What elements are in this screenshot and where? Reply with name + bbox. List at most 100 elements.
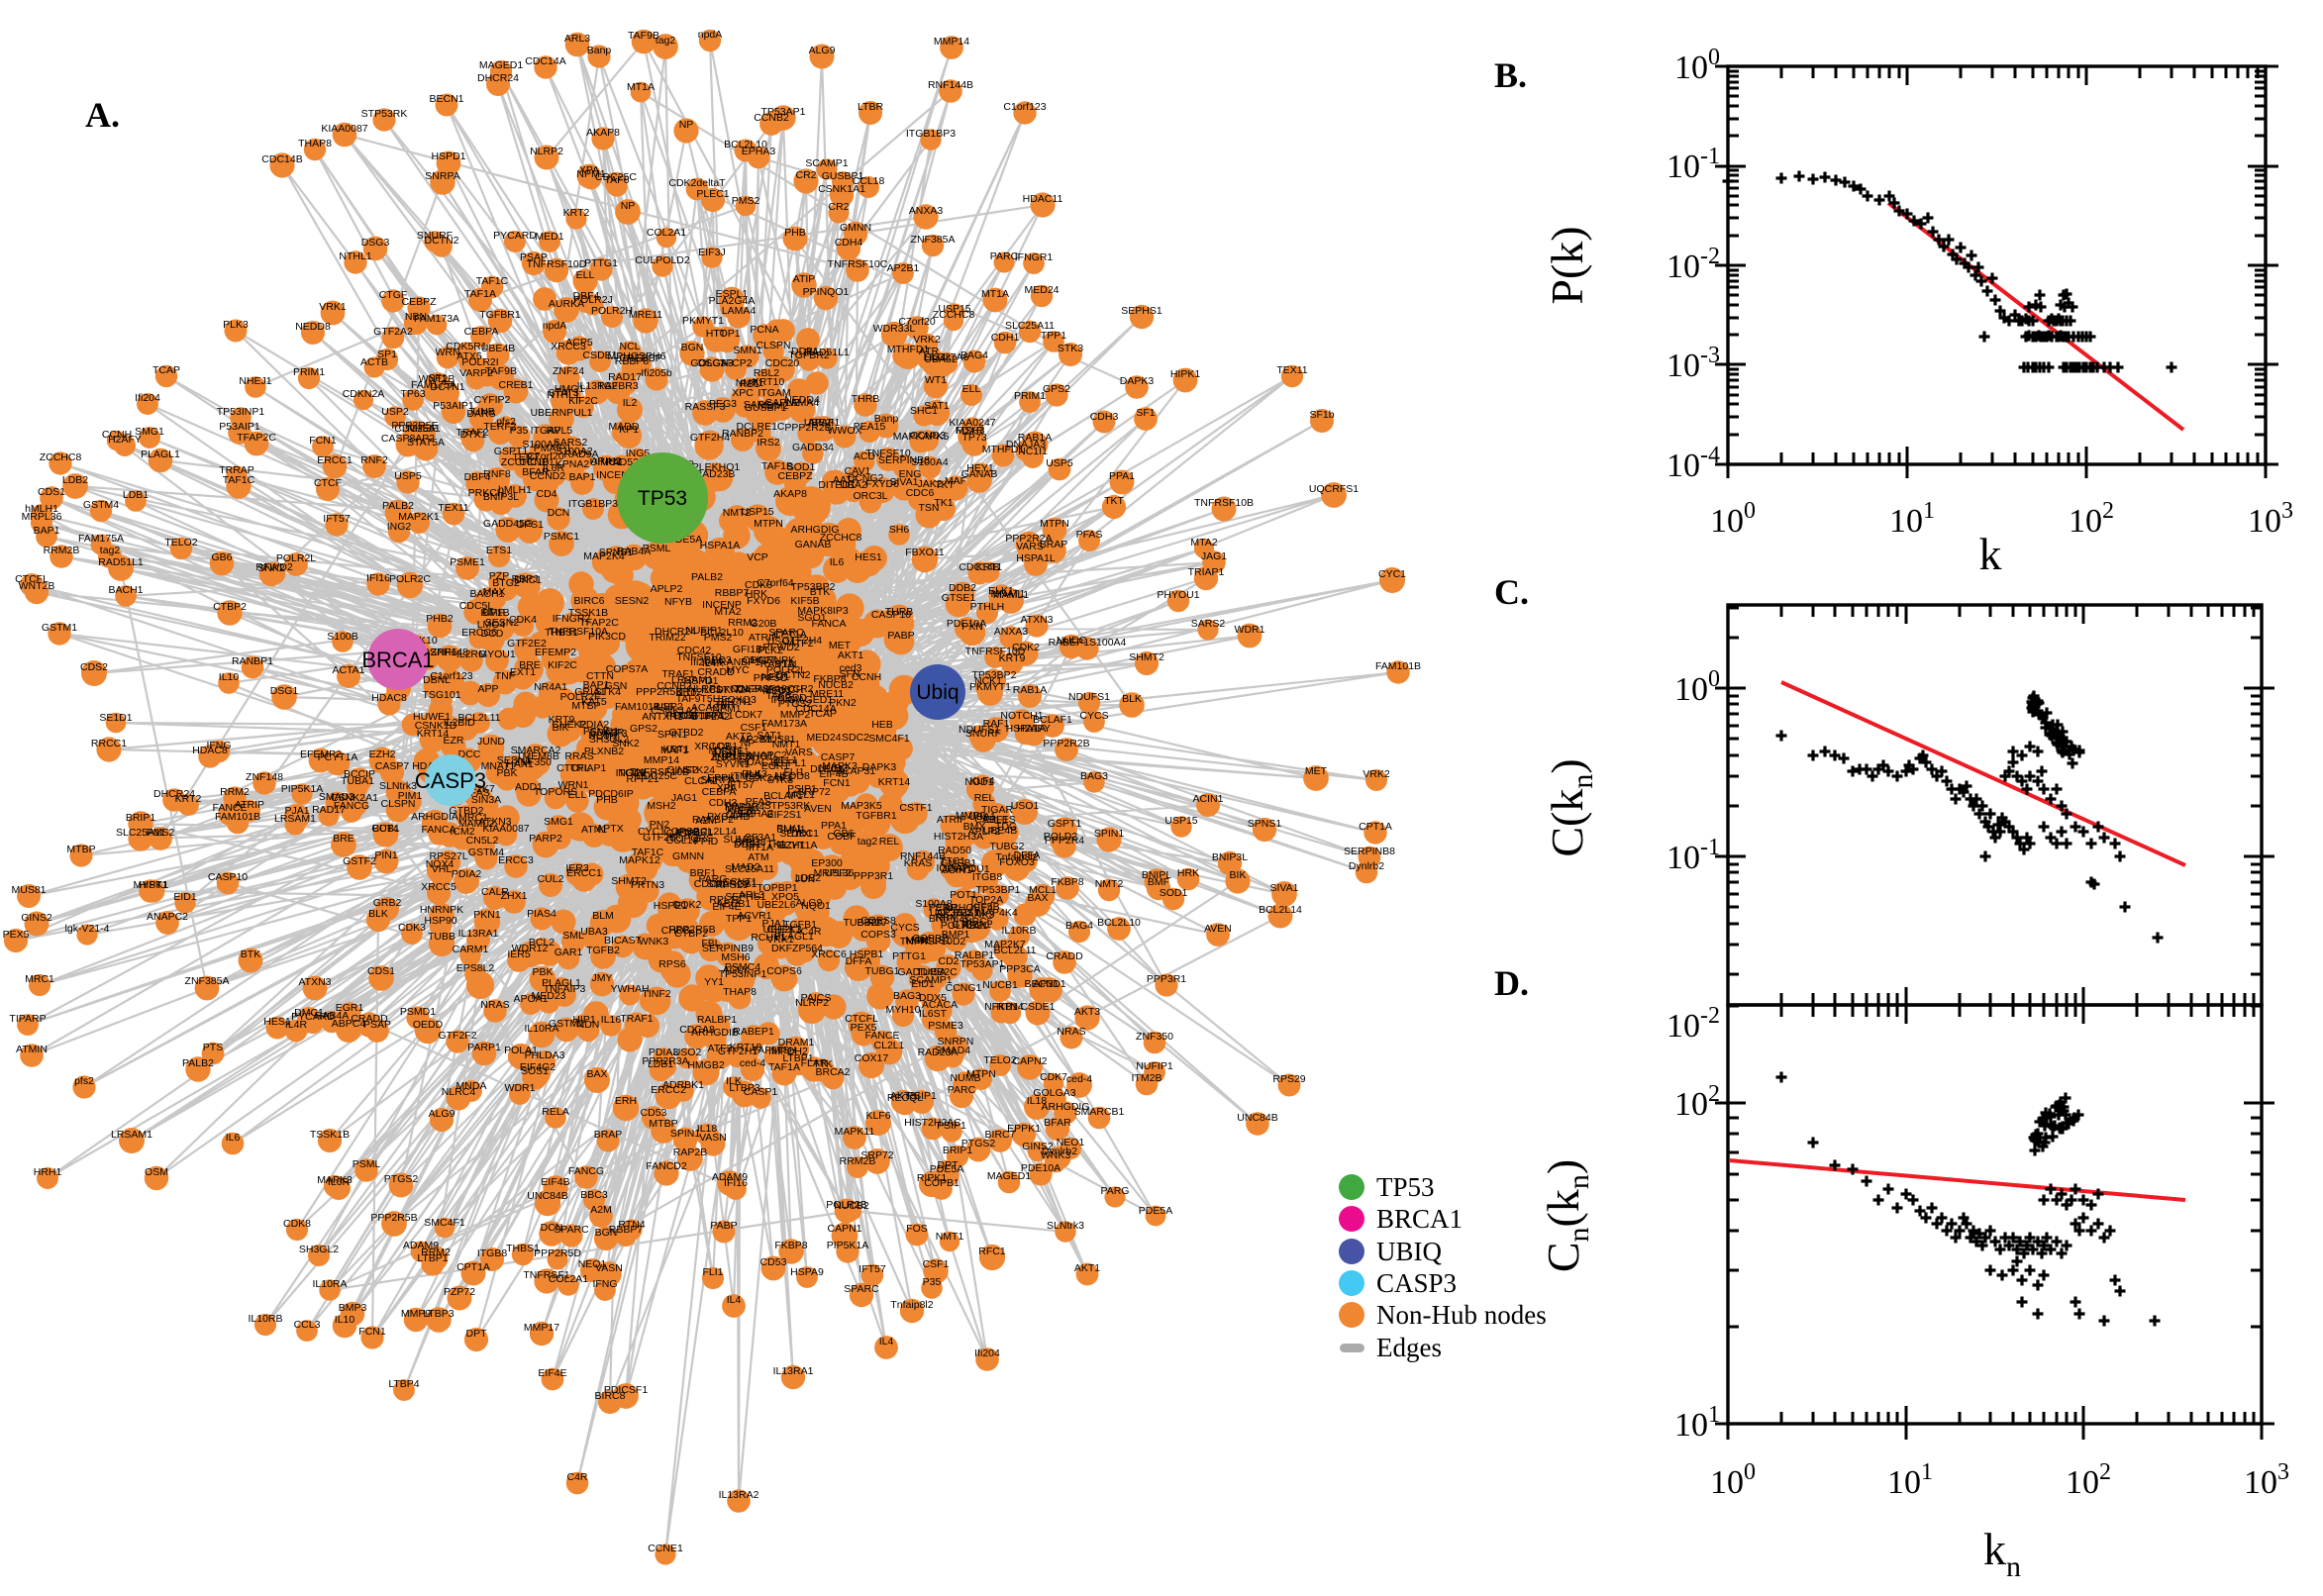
svg-text:USP2: USP2 xyxy=(381,406,409,418)
svg-text:CCNH: CCNH xyxy=(102,429,132,441)
svg-text:ITM2B: ITM2B xyxy=(1132,1072,1162,1084)
svg-text:IL13RA1: IL13RA1 xyxy=(773,1365,814,1377)
svg-text:CDC5L: CDC5L xyxy=(459,600,494,612)
svg-text:ANXA3: ANXA3 xyxy=(994,626,1029,638)
svg-text:FXYD6: FXYD6 xyxy=(865,478,899,490)
svg-text:NUCB1: NUCB1 xyxy=(982,979,1018,991)
svg-text:ERCC1: ERCC1 xyxy=(317,454,353,466)
svg-text:PPP3R1: PPP3R1 xyxy=(854,870,893,882)
svg-text:KIF2C: KIF2C xyxy=(548,659,577,671)
svg-text:CCNE1: CCNE1 xyxy=(648,1543,683,1554)
svg-text:GADD34: GADD34 xyxy=(792,442,834,453)
svg-text:FAM101B: FAM101B xyxy=(1375,660,1421,672)
svg-text:CCNB2: CCNB2 xyxy=(754,112,789,124)
svg-text:BLK: BLK xyxy=(1122,693,1142,705)
svg-text:COPS3: COPS3 xyxy=(860,929,896,941)
svg-text:tag2: tag2 xyxy=(100,545,121,556)
svg-text:CDS1: CDS1 xyxy=(38,486,65,498)
svg-text:ITGB1BP3: ITGB1BP3 xyxy=(568,498,618,510)
svg-text:LRSAM1: LRSAM1 xyxy=(274,813,316,825)
svg-text:SESN2: SESN2 xyxy=(485,617,520,629)
svg-text:NRAS: NRAS xyxy=(480,999,509,1011)
svg-text:SCAMP1: SCAMP1 xyxy=(805,157,848,169)
svg-text:BBC3: BBC3 xyxy=(580,1189,608,1201)
svg-text:EIF4G2: EIF4G2 xyxy=(520,1061,556,1073)
svg-text:PRKCH: PRKCH xyxy=(468,487,505,499)
svg-text:RRM2B: RRM2B xyxy=(44,545,80,556)
svg-text:PMS2: PMS2 xyxy=(704,632,733,644)
svg-text:DDB2: DDB2 xyxy=(949,582,976,594)
svg-text:CCNG1: CCNG1 xyxy=(946,982,982,994)
svg-text:BACH1: BACH1 xyxy=(108,584,143,596)
svg-text:RIPK1: RIPK1 xyxy=(917,1172,948,1184)
svg-text:RNF2: RNF2 xyxy=(360,454,388,466)
svg-text:SMG1: SMG1 xyxy=(135,426,164,438)
svg-text:ADD1: ADD1 xyxy=(515,781,543,793)
svg-text:k: k xyxy=(1979,529,2002,579)
svg-text:LTBP3: LTBP3 xyxy=(423,1308,454,1320)
svg-text:SERPINB8: SERPINB8 xyxy=(1344,846,1395,857)
svg-text:CDH3: CDH3 xyxy=(1090,411,1119,423)
svg-text:BAX: BAX xyxy=(1027,892,1048,904)
svg-text:DCTN2: DCTN2 xyxy=(424,235,458,247)
svg-text:DAPK3: DAPK3 xyxy=(1120,375,1155,387)
svg-text:ced3: ced3 xyxy=(840,662,862,674)
svg-text:PRIM1: PRIM1 xyxy=(1014,390,1046,402)
svg-text:MAP3K5: MAP3K5 xyxy=(841,800,882,812)
svg-text:GTBD2: GTBD2 xyxy=(668,727,703,739)
svg-text:CDH4: CDH4 xyxy=(835,237,863,249)
svg-text:RBBP8: RBBP8 xyxy=(615,355,650,367)
svg-text:ITGB1BP3: ITGB1BP3 xyxy=(906,128,956,140)
svg-text:BIK: BIK xyxy=(1230,869,1247,881)
svg-text:LDB2: LDB2 xyxy=(62,474,88,486)
svg-text:ATXN3: ATXN3 xyxy=(1020,614,1053,626)
svg-text:BAP1: BAP1 xyxy=(34,525,60,537)
svg-text:GMNN: GMNN xyxy=(840,222,871,234)
svg-text:BIRC6: BIRC6 xyxy=(574,595,605,607)
svg-text:GPS2: GPS2 xyxy=(630,723,657,735)
svg-text:MUS81: MUS81 xyxy=(11,884,46,896)
svg-text:CTCF: CTCF xyxy=(314,477,342,489)
svg-text:SHMT2: SHMT2 xyxy=(611,875,647,887)
svg-text:RAD17: RAD17 xyxy=(608,371,642,383)
svg-text:CSF1: CSF1 xyxy=(923,1258,950,1270)
svg-text:RPS27L: RPS27L xyxy=(429,850,467,862)
svg-text:VRK1: VRK1 xyxy=(766,934,794,946)
svg-text:ced-4: ced-4 xyxy=(1066,1073,1092,1085)
svg-text:SLC25A11: SLC25A11 xyxy=(116,827,165,839)
svg-text:PSME3: PSME3 xyxy=(928,1020,963,1032)
svg-text:THAP8: THAP8 xyxy=(298,138,332,150)
svg-text:BAG4: BAG4 xyxy=(960,349,988,361)
svg-text:VARP2: VARP2 xyxy=(459,367,493,379)
svg-text:KIF5B: KIF5B xyxy=(790,595,819,607)
svg-text:P35: P35 xyxy=(923,1276,942,1288)
svg-text:BTK: BTK xyxy=(241,948,260,960)
svg-text:IL2: IL2 xyxy=(623,397,638,409)
svg-text:PYCARD: PYCARD xyxy=(493,230,537,242)
svg-text:CCL3: CCL3 xyxy=(294,1319,321,1331)
svg-text:C4R: C4R xyxy=(566,1471,587,1483)
svg-text:KRT14: KRT14 xyxy=(417,728,450,740)
svg-text:WNT2B: WNT2B xyxy=(419,373,455,385)
svg-text:ARL3: ARL3 xyxy=(739,889,764,901)
svg-text:PPP2R5B: PPP2R5B xyxy=(370,1212,417,1224)
svg-text:PTTG1: PTTG1 xyxy=(892,950,926,962)
svg-text:PPP2R5E: PPP2R5E xyxy=(391,420,438,432)
svg-text:HSPE1: HSPE1 xyxy=(654,900,688,912)
svg-text:PAICS: PAICS xyxy=(801,992,832,1004)
svg-text:CDC42: CDC42 xyxy=(677,645,712,656)
svg-text:POLR2C: POLR2C xyxy=(389,573,431,585)
svg-text:POLR2L: POLR2L xyxy=(276,552,316,564)
svg-text:IFT57: IFT57 xyxy=(323,513,351,525)
svg-text:BLM: BLM xyxy=(592,910,614,922)
svg-text:MAPK3: MAPK3 xyxy=(317,1174,353,1186)
svg-text:ATN1: ATN1 xyxy=(581,824,607,836)
svg-text:RRAS: RRAS xyxy=(564,750,593,762)
svg-text:JAG1: JAG1 xyxy=(1201,550,1227,562)
svg-text:ESPL1: ESPL1 xyxy=(716,288,749,300)
svg-text:WNT2B: WNT2B xyxy=(19,580,55,592)
svg-text:PDCD6IP: PDCD6IP xyxy=(588,788,634,800)
svg-text:ARL3: ARL3 xyxy=(564,33,590,45)
svg-text:KIF2C: KIF2C xyxy=(568,395,598,407)
svg-text:UBERNPUL1: UBERNPUL1 xyxy=(530,407,592,419)
